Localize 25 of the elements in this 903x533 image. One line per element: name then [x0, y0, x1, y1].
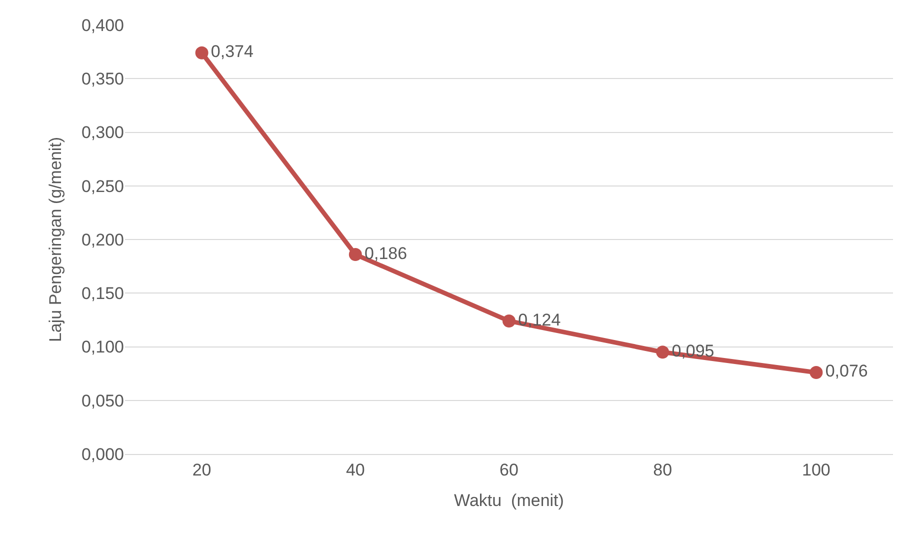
- point: [348, 248, 362, 262]
- data-label: 0,374: [210, 42, 254, 62]
- y-tick-label: 0,400: [81, 16, 124, 35]
- point: [195, 46, 208, 60]
- x-tick-label: 40: [346, 460, 365, 480]
- data-label: 0,076: [825, 362, 868, 381]
- data-label: 0,124: [518, 310, 561, 330]
- y-tick-label: 0,100: [81, 338, 124, 357]
- y-tick-label: 0,050: [81, 391, 124, 410]
- y-tick-label: 0,250: [81, 176, 124, 196]
- y-tick-label: 0,150: [81, 284, 124, 304]
- point: [502, 314, 516, 328]
- y-tick-label: 0,200: [81, 230, 124, 250]
- x-tick-label: 20: [192, 460, 212, 480]
- x-tick-label: 80: [653, 460, 672, 480]
- y-axis-title: Laju Pengeringan (g/menit): [46, 136, 66, 342]
- point: [656, 346, 670, 359]
- x-tick-label: 60: [500, 460, 518, 480]
- y-tick-label: 0,000: [81, 444, 124, 464]
- data-label: 0,186: [364, 244, 408, 263]
- x-tick-label: 100: [802, 460, 830, 480]
- x-axis-title: Waktu (menit): [454, 490, 564, 510]
- y-tick-label: 0,300: [81, 123, 124, 142]
- point: [810, 366, 823, 379]
- y-tick-label: 0,350: [81, 70, 124, 89]
